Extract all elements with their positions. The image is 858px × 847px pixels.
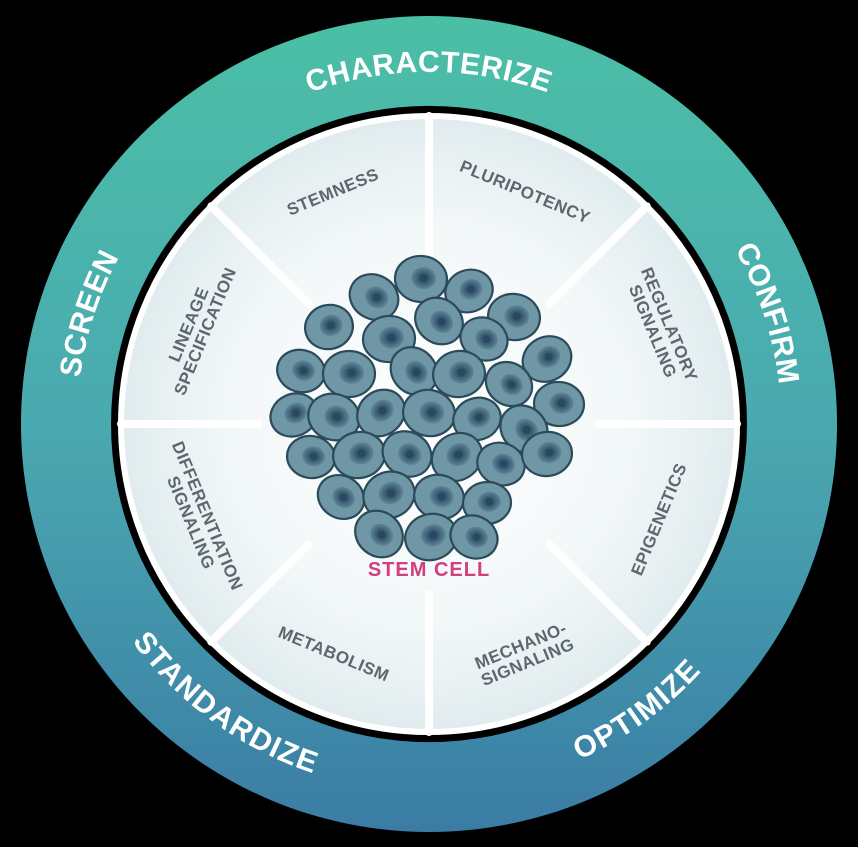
center-label: STEM CELL xyxy=(368,559,490,581)
stem-cell-radial-diagram: CHARACTERIZECONFIRMOPTIMIZESTANDARDIZESC… xyxy=(0,0,858,847)
